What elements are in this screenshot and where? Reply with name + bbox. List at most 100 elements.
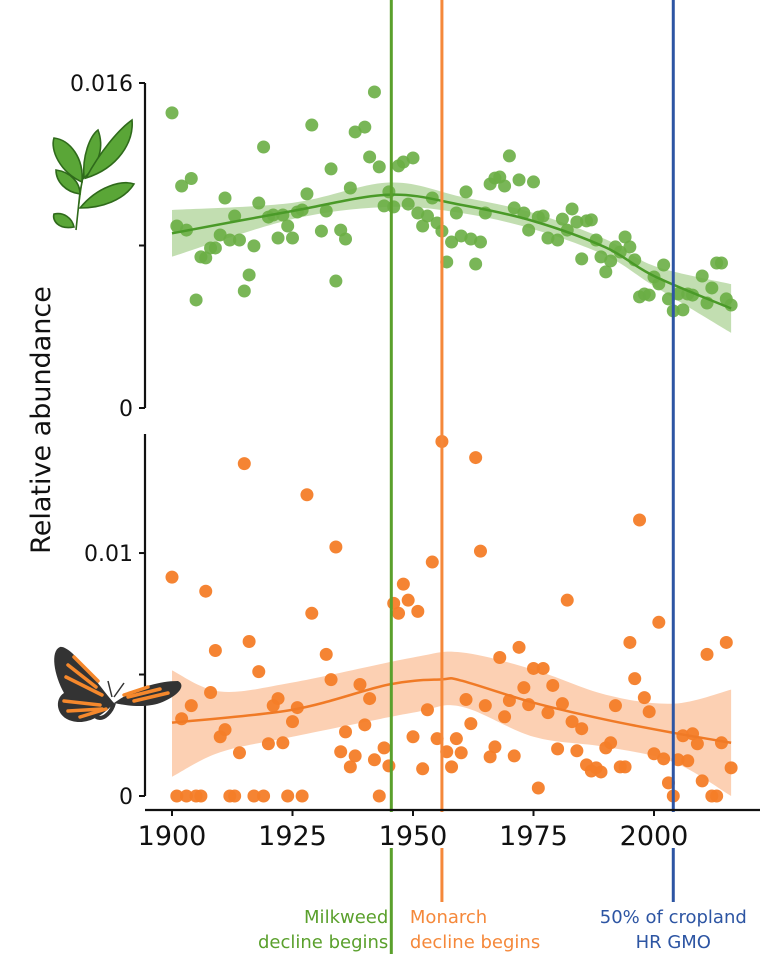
data-point-monarch bbox=[228, 789, 242, 803]
data-point-milkweed bbox=[286, 231, 299, 245]
data-point-monarch bbox=[377, 741, 391, 755]
data-point-monarch bbox=[531, 781, 545, 795]
data-point-milkweed bbox=[223, 233, 237, 247]
data-point-monarch bbox=[445, 760, 459, 774]
data-point-milkweed bbox=[242, 268, 256, 282]
data-point-milkweed bbox=[541, 231, 555, 245]
data-point-monarch bbox=[608, 699, 622, 713]
data-point-milkweed bbox=[165, 106, 179, 120]
data-point-monarch bbox=[478, 699, 492, 713]
data-point-milkweed bbox=[661, 292, 675, 306]
x-tick-label: 1975 bbox=[499, 821, 568, 852]
data-point-monarch bbox=[367, 753, 381, 767]
data-point-monarch bbox=[324, 673, 338, 687]
data-point-monarch bbox=[695, 774, 709, 788]
data-point-monarch bbox=[271, 692, 285, 706]
data-point-milkweed bbox=[618, 230, 632, 244]
data-point-monarch bbox=[555, 697, 569, 711]
data-point-milkweed bbox=[724, 298, 738, 312]
data-point-milkweed bbox=[382, 185, 396, 199]
axes bbox=[139, 82, 760, 816]
data-point-milkweed bbox=[237, 284, 251, 298]
data-point-milkweed bbox=[324, 162, 338, 176]
data-point-monarch bbox=[165, 570, 179, 584]
data-point-milkweed bbox=[570, 215, 584, 229]
data-point-milkweed bbox=[445, 235, 459, 249]
data-point-monarch bbox=[488, 740, 502, 754]
data-point-monarch bbox=[637, 691, 651, 705]
data-point-milkweed bbox=[305, 118, 319, 132]
data-point-monarch bbox=[392, 606, 406, 620]
data-point-monarch bbox=[232, 746, 246, 760]
data-point-milkweed bbox=[367, 85, 381, 99]
data-point-milkweed bbox=[459, 185, 473, 199]
data-point-monarch bbox=[194, 789, 208, 803]
data-point-monarch bbox=[425, 555, 439, 569]
data-point-monarch bbox=[353, 677, 367, 691]
trend-lines bbox=[171, 193, 732, 745]
confidence-band-monarch bbox=[172, 651, 732, 796]
data-point-milkweed bbox=[512, 173, 526, 187]
data-point-monarch bbox=[218, 723, 232, 737]
data-point-milkweed bbox=[642, 288, 656, 302]
milkweed-plant-icon bbox=[52, 118, 136, 231]
data-point-milkweed bbox=[348, 125, 362, 139]
data-point-milkweed bbox=[232, 233, 246, 247]
data-point-milkweed bbox=[705, 281, 719, 295]
data-point-milkweed bbox=[329, 274, 343, 288]
data-point-monarch bbox=[594, 765, 608, 779]
data-point-monarch bbox=[406, 730, 420, 744]
data-point-monarch bbox=[618, 760, 632, 774]
data-point-monarch bbox=[507, 749, 521, 763]
data-point-monarch bbox=[483, 750, 497, 764]
data-point-monarch bbox=[170, 789, 184, 803]
data-point-monarch bbox=[416, 762, 430, 776]
annotation-gmo: 50% of cropland bbox=[600, 907, 747, 928]
data-point-monarch bbox=[295, 789, 309, 803]
data-point-milkweed bbox=[575, 252, 589, 266]
data-point-monarch bbox=[401, 593, 415, 607]
data-point-milkweed bbox=[319, 204, 333, 218]
data-point-monarch bbox=[396, 577, 410, 591]
data-point-monarch bbox=[348, 749, 362, 763]
data-point-milkweed bbox=[208, 241, 222, 255]
data-point-milkweed bbox=[551, 233, 565, 247]
data-point-milkweed bbox=[623, 240, 637, 254]
trend-line-monarch bbox=[171, 677, 732, 745]
data-point-milkweed bbox=[420, 209, 434, 223]
data-point-milkweed bbox=[257, 140, 271, 154]
data-point-monarch bbox=[536, 661, 550, 675]
annotation-monarch: Monarch bbox=[410, 907, 487, 928]
data-point-milkweed bbox=[695, 269, 709, 283]
data-point-monarch bbox=[372, 789, 386, 803]
data-point-monarch bbox=[464, 717, 478, 731]
data-point-milkweed bbox=[271, 231, 285, 245]
data-point-milkweed bbox=[281, 219, 295, 233]
data-point-milkweed bbox=[218, 191, 232, 205]
data-point-monarch bbox=[440, 745, 454, 759]
data-point-milkweed bbox=[555, 212, 569, 226]
data-point-monarch bbox=[469, 451, 483, 465]
data-point-milkweed bbox=[522, 223, 536, 237]
monarch-butterfly-icon bbox=[54, 646, 182, 723]
data-point-milkweed bbox=[363, 150, 377, 164]
data-point-monarch bbox=[281, 789, 295, 803]
data-point-milkweed bbox=[199, 251, 213, 265]
data-point-monarch bbox=[382, 759, 396, 773]
data-point-milkweed bbox=[469, 257, 483, 271]
data-point-monarch bbox=[551, 742, 565, 756]
data-point-monarch bbox=[339, 725, 353, 739]
data-point-monarch bbox=[329, 540, 343, 554]
annotation-milkweed: decline begins bbox=[258, 932, 388, 953]
data-point-milkweed bbox=[416, 219, 430, 233]
data-point-monarch bbox=[671, 753, 685, 767]
data-point-monarch bbox=[570, 744, 584, 758]
data-point-monarch bbox=[652, 615, 666, 629]
data-point-milkweed bbox=[339, 232, 353, 246]
data-point-monarch bbox=[560, 593, 574, 607]
data-point-monarch bbox=[430, 732, 444, 746]
data-point-monarch bbox=[237, 457, 251, 471]
confidence-bands bbox=[172, 182, 732, 796]
